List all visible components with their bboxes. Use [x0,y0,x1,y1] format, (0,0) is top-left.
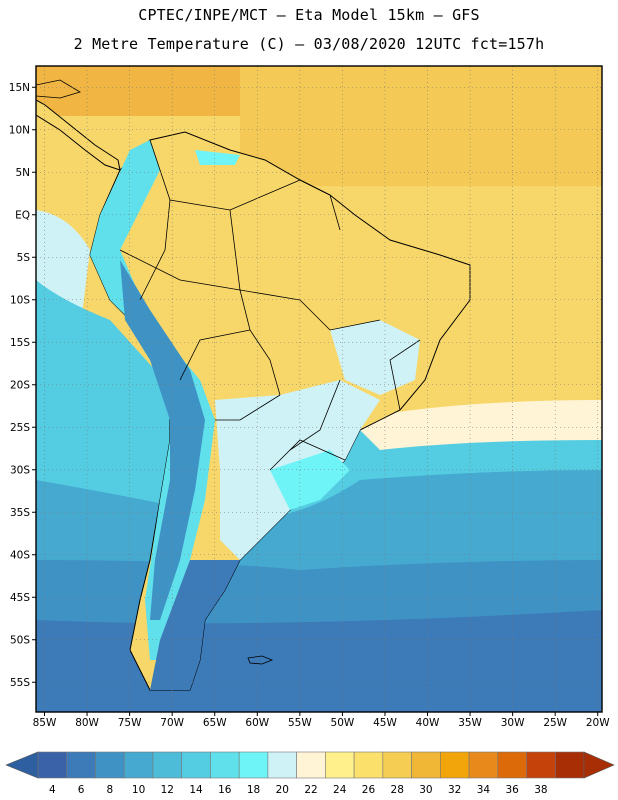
latitude-axis: 15N 10N 5N EQ 5S 10S 15S 20S 25S 30S 35S 40S 45S 50S 5… [9,82,36,689]
colorbar-label: 28 [391,784,404,796]
colorbar-box [411,751,441,779]
colorbar-box [497,751,527,779]
central-america-landmass [36,99,121,171]
uruguay-cold-zone [270,450,350,510]
colorbar-box [152,751,182,779]
lat-tick-label: 25S [10,422,30,434]
longitude-axis: 85W 80W 75W 70W 65W 60W 55W 50W 45W 40W 35W 30W 25W 2… [33,712,610,729]
lat-tick-label: 5N [15,167,30,179]
colorbar-label: 38 [534,784,547,796]
colorbar-box [267,751,297,779]
lat-tick-label: 15N [9,82,30,94]
lat-tick-label: 30S [10,464,30,476]
mild-band-atlantic [350,400,602,450]
venezuela-highlands-cool-zone [195,150,240,165]
colorbar-box [181,751,211,779]
map-title-line-2: 2 Metre Temperature (C) – 03/08/2020 12U… [73,35,545,53]
map-field [36,66,602,712]
colorbar-low-arrow [5,751,39,779]
colorbar-box [296,751,326,779]
lat-tick-label: 40S [10,549,30,561]
colorbar-box [238,751,269,779]
lon-tick-label: 50W [331,717,355,729]
colorbar-box [66,751,96,779]
lon-tick-label: 35W [458,717,482,729]
colorbar-box [526,751,556,779]
temperature-colorbar: 4 6 8 10 12 14 16 18 20 22 24 26 28 30 32 34 36 38 [5,751,615,796]
lon-tick-label: 40W [416,717,440,729]
colorbar-label: 20 [276,784,289,796]
colorbar-box [325,751,355,779]
lat-tick-label: 35S [10,507,30,519]
hot-atlantic-zone [240,66,602,186]
coldest-ocean-zone [36,610,602,712]
colorbar-label: 18 [247,784,260,796]
lat-tick-label: 5S [17,252,31,264]
lon-tick-label: 45W [373,717,397,729]
colorbar-box [37,751,68,779]
colorbar-label: 36 [505,784,519,796]
colorbar-label: 12 [161,784,174,796]
lon-tick-label: 20W [586,717,610,729]
colorbar-high-arrow [583,751,615,779]
colorbar-label: 10 [132,784,145,796]
lon-tick-label: 55W [288,717,312,729]
temperature-map: 15N 10N 5N EQ 5S 10S 15S 20S 25S 30S 35S 40S 45S 50S 5… [9,65,610,729]
lat-tick-label: 50S [10,634,30,646]
lon-tick-label: 25W [543,717,567,729]
caribbean-landmass [36,79,81,99]
colorbar-box [210,751,240,779]
map-title-line-1: CPTEC/INPE/MCT – Eta Model 15km – GFS [138,6,480,24]
colorbar-label: 14 [189,784,203,796]
lon-tick-label: 30W [501,717,525,729]
colorbar-box [353,751,384,779]
colorbar-boxes [5,751,615,779]
country-borders [119,139,421,471]
colorbar-label: 4 [49,784,56,796]
lon-tick-label: 85W [33,717,57,729]
colorbar-box [440,751,470,779]
brazil-highlands-cool-zone [330,320,420,395]
colorbar-box [123,751,154,779]
colorbar-box [95,751,125,779]
colorbar-box [382,751,412,779]
colorbar-box [468,751,499,779]
lat-tick-label: 10S [10,294,30,306]
colorbar-label: 34 [477,784,491,796]
colorbar-label: 32 [448,784,461,796]
lon-tick-label: 70W [160,717,184,729]
lon-tick-label: 65W [203,717,227,729]
lon-tick-label: 60W [245,717,269,729]
lon-tick-label: 75W [118,717,142,729]
map-frame [35,65,603,713]
andes-peaks-cold [120,260,205,620]
colorbar-label: 8 [106,784,113,796]
colorbar-label: 24 [333,784,347,796]
colorbar-label: 6 [78,784,85,796]
lat-tick-label: 55S [10,677,30,689]
patagonia-cold-zone [150,560,240,690]
lat-tick-label: 20S [10,379,30,391]
lon-tick-label: 80W [75,717,99,729]
lat-tick-label: 45S [10,592,30,604]
colorbar-label: 16 [218,784,232,796]
colorbar-box [554,751,585,779]
colorbar-labels: 4 6 8 10 12 14 16 18 20 22 24 26 28 30 32 34 36 38 [49,784,548,796]
colorbar-label: 22 [304,784,317,796]
lat-tick-label: EQ [15,209,30,221]
falkland-islands [247,655,274,665]
lat-tick-label: 15S [10,337,30,349]
lat-tick-label: 10N [9,124,30,136]
colorbar-label: 30 [419,784,432,796]
colorbar-label: 26 [362,784,376,796]
